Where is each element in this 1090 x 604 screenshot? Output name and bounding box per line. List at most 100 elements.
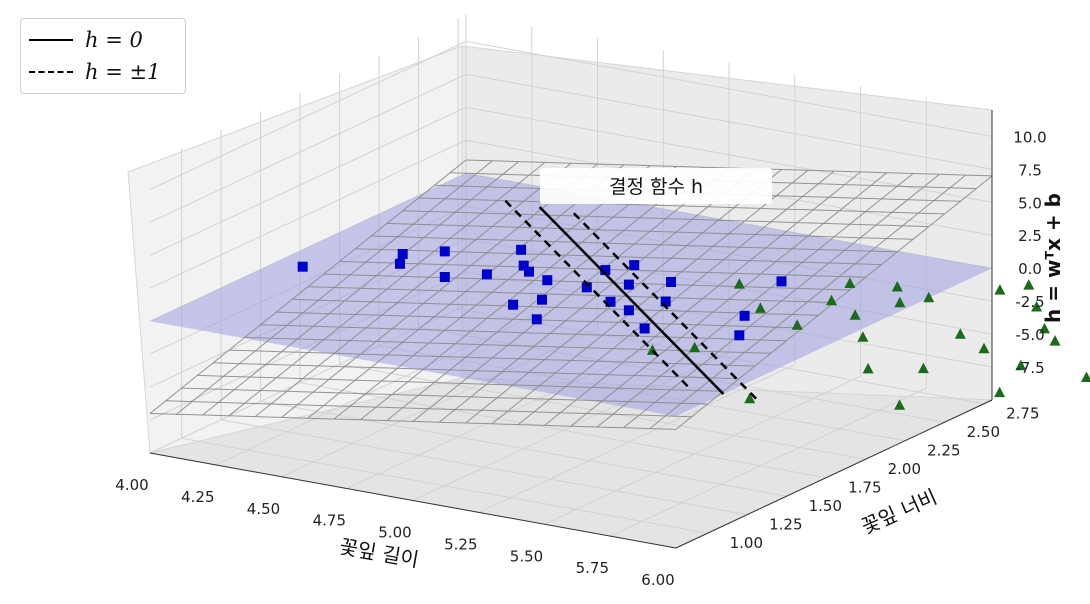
legend-item-h0: h = 0 <box>29 25 179 55</box>
data-point-square <box>439 246 450 257</box>
y-tick-label: 2.50 <box>967 423 1000 441</box>
boundary-lines <box>504 199 759 402</box>
legend-label-h0: h = 0 <box>85 28 143 52</box>
grid-line-z <box>149 73 993 223</box>
boundary-line-h-plus1 <box>572 212 759 402</box>
z-tick-label: -2.5 <box>1015 293 1044 311</box>
data-point-square <box>605 296 616 307</box>
data-point-square <box>297 261 308 272</box>
z-tick-label: 5.0 <box>1018 194 1042 212</box>
data-point-square <box>639 323 650 334</box>
mesh-line-y <box>292 298 819 316</box>
grid-line-x <box>610 98 927 537</box>
data-point-triangle <box>1023 279 1035 290</box>
data-point-square <box>600 265 611 276</box>
data-point-square <box>537 294 547 305</box>
mesh-line-y <box>228 349 756 367</box>
legend: h = 0 h = ±1 <box>20 18 186 94</box>
data-point-square <box>734 330 745 341</box>
z-tick-label: 10.0 <box>1013 128 1046 146</box>
data-point-square <box>542 275 553 286</box>
data-point-triangle <box>733 278 745 289</box>
legend-dashed-line <box>29 71 73 73</box>
data-point-square <box>531 314 542 325</box>
x-tick-label: 4.00 <box>115 476 148 494</box>
z-tick-label: -7.5 <box>1015 359 1044 377</box>
grid-line-y <box>260 111 787 497</box>
y-tick-label: 2.25 <box>927 442 960 460</box>
mesh-line-y <box>386 222 914 240</box>
data-point-triangle <box>857 331 869 342</box>
y-tick-label: 1.50 <box>809 497 842 515</box>
mesh-line-y <box>371 235 898 253</box>
data-point-triangle <box>844 277 856 288</box>
data-point-triangle <box>978 342 990 354</box>
data-point-triangle <box>1031 301 1043 312</box>
legend-label-h1: h = ±1 <box>85 60 161 84</box>
x-tick-label: 5.75 <box>576 559 609 577</box>
data-point-triangle <box>994 386 1006 398</box>
x-tick-label: 4.75 <box>313 512 346 530</box>
data-point-square <box>524 266 534 277</box>
data-point-triangle <box>744 392 756 404</box>
data-point-triangle <box>791 319 803 330</box>
mesh-line-y <box>165 400 692 418</box>
data-point-triangle <box>1015 359 1027 371</box>
mesh-line-y <box>213 362 740 380</box>
data-point-square <box>739 310 750 321</box>
x-tick-label: 5.50 <box>510 547 543 565</box>
x-tick-labels: 4.00 4.25 4.50 4.75 5.00 5.25 5.50 5.75 6.00 <box>115 476 674 589</box>
y-tick-label: 1.25 <box>769 516 802 534</box>
data-point-square <box>581 282 592 293</box>
x-tick-label: 5.25 <box>444 535 477 553</box>
mesh-line-y <box>197 374 724 392</box>
data-point-triangle <box>1081 371 1090 382</box>
annotation-text: 결정 함수 h <box>609 176 703 198</box>
grid-line-y <box>220 129 748 516</box>
x-axis-line <box>149 452 677 549</box>
data-point-square <box>660 296 671 307</box>
grid-line-x <box>478 74 796 513</box>
mesh-line-y <box>149 413 677 430</box>
data-point-triangle <box>994 284 1006 295</box>
boundary-line-h-minus1 <box>504 199 691 389</box>
data-point-square <box>623 279 634 290</box>
data-point-square <box>395 258 405 269</box>
data-point-square <box>516 244 527 255</box>
grid-line-y <box>299 92 827 479</box>
x-tick-label: 4.25 <box>181 488 214 506</box>
data-point-square <box>481 269 492 280</box>
data-point-square <box>776 276 787 287</box>
y-tick-label: 2.75 <box>1006 405 1039 423</box>
data-point-triangle <box>917 362 929 374</box>
x-tick-label: 4.50 <box>247 500 280 518</box>
y-axis-line <box>675 399 993 549</box>
grid-line-z <box>149 40 993 190</box>
y-tick-label: 2.00 <box>888 460 921 478</box>
data-point-triangle <box>849 309 861 320</box>
grid-line-z <box>149 139 993 289</box>
data-point-triangle <box>894 296 906 308</box>
data-point-triangle <box>1039 322 1050 334</box>
boundary-line-h0 <box>538 206 725 395</box>
mesh-line-y <box>244 336 771 354</box>
data-point-triangle <box>689 341 701 353</box>
data-point-square <box>518 260 529 271</box>
data-point-square <box>623 305 634 316</box>
data-point-triangle <box>1049 335 1061 346</box>
data-point-square <box>439 272 450 282</box>
z-tick-label: 0.0 <box>1018 260 1042 278</box>
z-tick-label: -5.0 <box>1015 326 1044 344</box>
grid-line-x <box>544 86 861 525</box>
data-point-triangle <box>862 362 874 374</box>
data-point-triangle <box>891 281 903 292</box>
data-point-square <box>397 249 408 259</box>
data-point-square <box>666 277 676 287</box>
z-tick-label: 7.5 <box>1018 161 1042 179</box>
annotation-box <box>540 168 772 204</box>
mesh-line-y <box>402 210 929 228</box>
grid-line-y <box>339 74 866 460</box>
mesh-line-y <box>260 324 787 342</box>
legend-item-h1: h = ±1 <box>29 57 179 87</box>
